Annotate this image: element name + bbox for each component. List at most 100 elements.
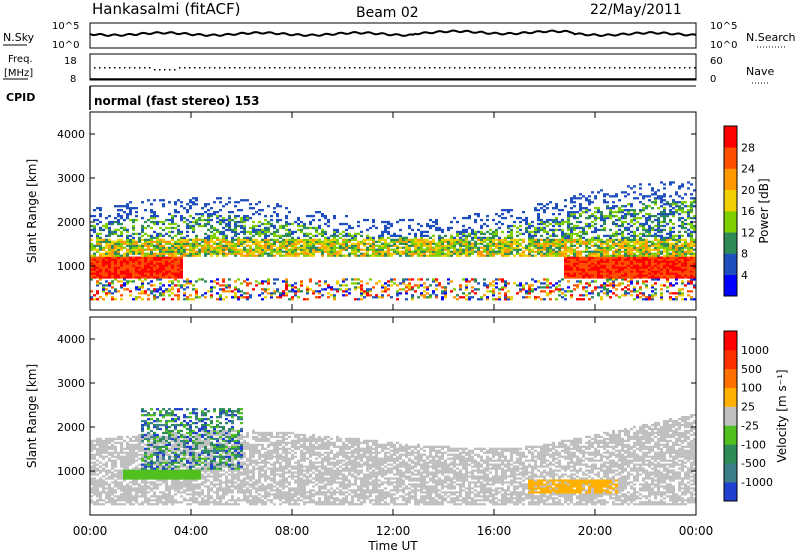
power-cell bbox=[633, 197, 636, 200]
power-cell bbox=[168, 266, 171, 269]
power-cell bbox=[201, 238, 204, 241]
power-cell bbox=[615, 262, 618, 265]
power-cell bbox=[522, 286, 525, 289]
power-cell bbox=[537, 214, 540, 218]
power-cell bbox=[678, 240, 681, 243]
power-cell bbox=[585, 276, 588, 279]
power-cell bbox=[156, 278, 159, 281]
power-cell bbox=[108, 268, 111, 271]
power-cell bbox=[594, 207, 597, 210]
power-cell bbox=[567, 270, 570, 273]
power-cell bbox=[105, 238, 108, 241]
power-cell bbox=[171, 260, 174, 263]
power-cell bbox=[351, 238, 354, 241]
power-cell bbox=[552, 254, 555, 257]
power-cell bbox=[333, 214, 336, 218]
power-cell bbox=[192, 284, 195, 287]
power-cell bbox=[123, 218, 126, 222]
power-cell bbox=[630, 272, 633, 275]
power-cell bbox=[675, 252, 678, 255]
power-cell bbox=[621, 278, 624, 281]
power-cell bbox=[657, 270, 660, 273]
power-cell bbox=[633, 236, 636, 240]
power-cell bbox=[357, 254, 360, 257]
power-cell bbox=[219, 209, 222, 212]
power-cell bbox=[501, 246, 504, 249]
power-cell bbox=[558, 254, 561, 257]
colorbar-tick-label: 12 bbox=[741, 226, 755, 239]
power-cell bbox=[564, 220, 567, 224]
power-cell bbox=[144, 272, 147, 275]
power-cell bbox=[444, 292, 447, 295]
power-cell bbox=[153, 246, 156, 249]
power-cell bbox=[564, 254, 567, 257]
power-cell bbox=[630, 214, 633, 218]
power-cell bbox=[567, 254, 570, 257]
power-cell bbox=[585, 290, 588, 293]
power-cell bbox=[645, 195, 648, 198]
power-cell bbox=[690, 242, 693, 245]
power-cell bbox=[474, 234, 477, 238]
nave-dot bbox=[309, 67, 311, 69]
power-cell bbox=[99, 240, 102, 243]
power-cell bbox=[258, 248, 261, 251]
power-cell bbox=[426, 224, 429, 228]
power-cell bbox=[150, 209, 153, 212]
power-cell bbox=[300, 284, 303, 287]
power-cell bbox=[105, 272, 108, 275]
freq-unit-label: [MHz] bbox=[4, 68, 33, 79]
power-cell bbox=[225, 234, 228, 238]
power-cell bbox=[270, 244, 273, 247]
power-cell bbox=[267, 280, 270, 283]
power-cell bbox=[447, 240, 450, 243]
power-cell bbox=[567, 250, 570, 253]
power-cell bbox=[591, 250, 594, 253]
power-cell bbox=[225, 203, 228, 206]
power-cell bbox=[528, 246, 531, 249]
power-cell bbox=[144, 260, 147, 263]
power-cell bbox=[366, 228, 369, 232]
power-cell bbox=[624, 292, 627, 295]
power-cell bbox=[147, 234, 150, 238]
power-cell bbox=[546, 232, 549, 236]
velocity-cell bbox=[108, 495, 111, 498]
power-cell bbox=[336, 246, 339, 249]
power-cell bbox=[111, 258, 114, 261]
power-cell bbox=[153, 220, 156, 224]
power-cell bbox=[231, 296, 234, 299]
power-cell bbox=[114, 254, 117, 257]
power-cell bbox=[234, 201, 237, 204]
power-cell bbox=[186, 218, 189, 222]
power-cell bbox=[504, 242, 507, 245]
power-cell bbox=[210, 238, 213, 241]
power-cell bbox=[639, 288, 642, 291]
power-cell bbox=[228, 228, 231, 232]
power-cell bbox=[177, 262, 180, 265]
power-cell bbox=[309, 242, 312, 245]
power-cell bbox=[573, 212, 576, 216]
power-cell bbox=[669, 284, 672, 287]
nave-dot bbox=[589, 67, 591, 69]
power-cell bbox=[489, 240, 492, 243]
power-cell bbox=[693, 256, 696, 259]
power-cell bbox=[231, 250, 234, 253]
power-cell bbox=[210, 212, 213, 216]
power-cell bbox=[96, 222, 99, 226]
power-cell bbox=[588, 238, 591, 241]
power-cell bbox=[615, 234, 618, 238]
power-cell bbox=[291, 232, 294, 236]
power-cell bbox=[258, 240, 261, 243]
power-cell bbox=[180, 214, 183, 218]
power-cell bbox=[168, 272, 171, 275]
power-cell bbox=[621, 246, 624, 249]
power-cell bbox=[519, 220, 522, 224]
power-cell bbox=[342, 240, 345, 243]
power-cell bbox=[546, 280, 549, 283]
power-cell bbox=[90, 246, 93, 249]
power-cell bbox=[633, 214, 636, 218]
power-cell bbox=[654, 288, 657, 291]
power-cell bbox=[603, 292, 606, 295]
power-cell bbox=[606, 262, 609, 265]
power-cell bbox=[291, 250, 294, 253]
power-cell bbox=[99, 282, 102, 285]
